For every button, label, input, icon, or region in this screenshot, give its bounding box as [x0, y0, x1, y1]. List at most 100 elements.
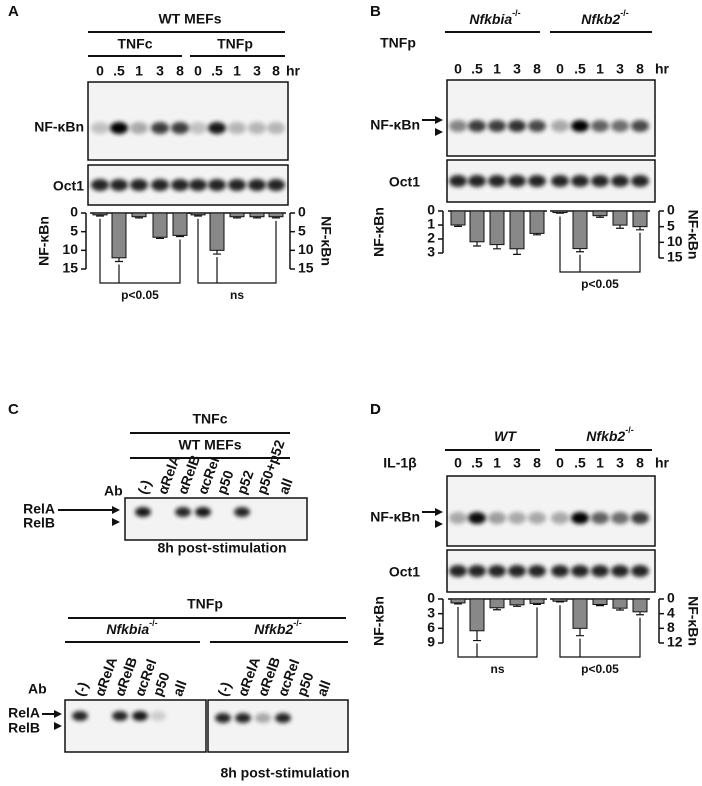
bar — [111, 212, 127, 259]
y-tick-label: 0 — [667, 590, 675, 606]
genotype-label: Nfkbia-/- — [469, 8, 520, 26]
y-tick-label: 4 — [667, 604, 675, 620]
y-tick-label: 0 — [298, 204, 306, 220]
gel-band — [110, 122, 128, 134]
axis-label: NF-κBn — [36, 216, 52, 266]
genotype-label: Nfkb2-/- — [254, 618, 301, 636]
arrow-head — [54, 722, 62, 730]
cells-title: WT MEFs — [159, 11, 222, 27]
gel-band — [91, 179, 109, 191]
lane-label: 0 — [454, 455, 462, 471]
gel-band — [551, 120, 569, 132]
gel-band — [571, 120, 589, 132]
lane-label: 8 — [533, 455, 541, 471]
error-bar — [272, 216, 280, 219]
gel-band — [132, 711, 148, 721]
gel-band — [571, 565, 589, 577]
error-bar — [556, 212, 564, 214]
bar — [572, 210, 588, 250]
arrow-head — [112, 518, 120, 526]
gel-nfkb — [446, 79, 656, 157]
gel-band — [571, 175, 589, 187]
bar — [632, 598, 648, 613]
axis-label: NF-κBn — [685, 596, 701, 646]
error-bar — [156, 237, 164, 239]
lane-label: 8 — [533, 61, 541, 77]
bar — [612, 210, 628, 226]
error-bar — [636, 611, 644, 616]
gel-band — [112, 711, 128, 721]
lane-label: 0 — [556, 455, 564, 471]
gel-band — [508, 565, 526, 577]
gel-band — [508, 175, 526, 187]
stat-label: p<0.05 — [121, 288, 159, 302]
bar — [489, 210, 505, 246]
gel-band — [151, 179, 169, 191]
genotype-superscript: -/- — [293, 618, 302, 628]
arrow-head — [435, 508, 443, 516]
lane-label: 3 — [616, 455, 624, 471]
arrow-head — [54, 710, 62, 718]
error-bar — [115, 257, 123, 263]
lane-label: 1 — [493, 455, 501, 471]
bar — [450, 598, 466, 604]
y-tick-label: 1 — [427, 216, 435, 232]
stat-label: ns — [490, 662, 504, 676]
gel-band — [449, 512, 467, 524]
y-tick-label: 3 — [427, 244, 435, 260]
y-tick-label: 9 — [427, 634, 435, 650]
gel-band — [571, 512, 589, 524]
lane-label: 8 — [272, 63, 280, 79]
stat-bracket — [457, 606, 538, 658]
gel-band — [611, 175, 629, 187]
antibody-label: (-) — [214, 680, 234, 699]
gel-band — [189, 122, 207, 134]
bar — [632, 210, 648, 228]
antibody-label: (-) — [71, 680, 91, 699]
gel-band — [468, 120, 486, 132]
genotype-name: WT — [494, 428, 517, 444]
y-tick-label: 0 — [70, 204, 78, 220]
arrow-head — [435, 128, 443, 136]
gel-band — [611, 565, 629, 577]
error-bar — [253, 216, 261, 219]
gel-supershift — [124, 497, 308, 541]
band-label: RelA — [8, 705, 40, 721]
y-tick-label: 12 — [667, 634, 683, 650]
gel-band — [275, 713, 291, 723]
panel-label: B — [370, 3, 381, 20]
genotype-label: Nfkb2-/- — [586, 425, 633, 443]
gel-band — [130, 122, 148, 134]
gel-band — [631, 120, 649, 132]
bar — [209, 212, 225, 251]
group-label: TNFc — [118, 36, 153, 52]
y-tick-label: 3 — [427, 604, 435, 620]
error-bar — [473, 630, 481, 642]
lane-label: 8 — [176, 63, 184, 79]
cells-label: WT MEFs — [179, 437, 242, 453]
y-tick-label: 5 — [298, 222, 306, 238]
lane-label: 3 — [616, 61, 624, 77]
caption: 8h post-stimulation — [220, 765, 349, 781]
bar — [268, 212, 284, 218]
bar — [190, 212, 206, 216]
error-bar — [533, 603, 541, 605]
gel-band — [175, 507, 191, 517]
error-bar — [513, 604, 521, 607]
gel-band — [234, 507, 250, 517]
lane-label: 3 — [156, 63, 164, 79]
lane-label: 0 — [194, 63, 202, 79]
gel-band — [267, 179, 285, 191]
bar — [131, 212, 147, 218]
bar — [509, 210, 525, 250]
axis-label: NF-κBn — [371, 596, 387, 646]
error-bar — [556, 601, 564, 603]
gel-band — [215, 713, 231, 723]
gel-band — [631, 175, 649, 187]
gel-band — [267, 122, 285, 134]
y-tick-label: 5 — [70, 222, 78, 238]
bar — [592, 598, 608, 605]
y-tick-label: 15 — [667, 249, 683, 265]
genotype-name: Nfkbia — [106, 621, 149, 637]
